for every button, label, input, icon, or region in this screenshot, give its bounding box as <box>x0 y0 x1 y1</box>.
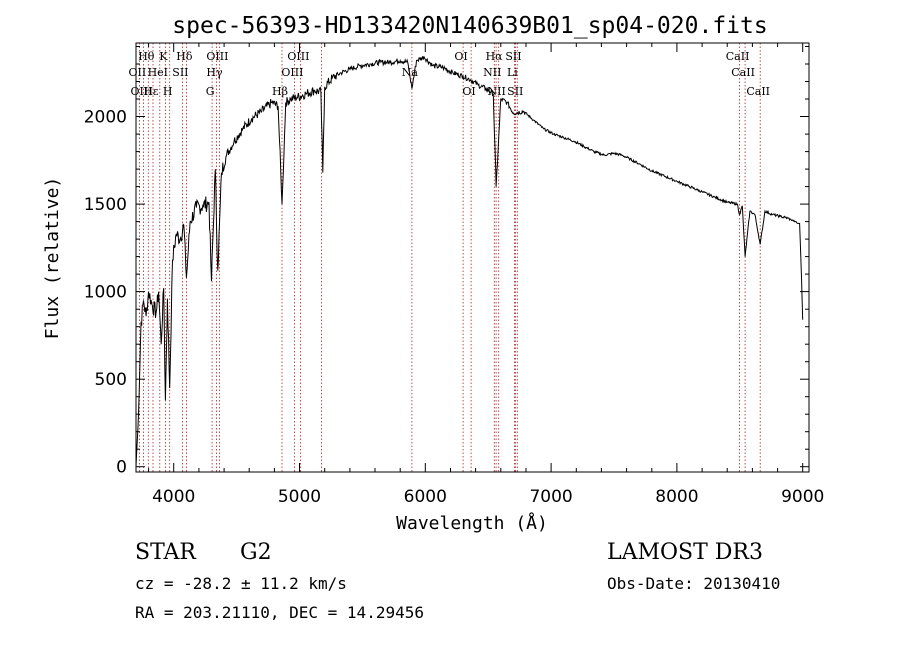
spectral-line-label: CaII <box>726 50 750 63</box>
x-axis-ticks: 4000 5000 6000 7000 8000 9000 <box>148 43 824 507</box>
spectral-line-label: NII <box>483 66 501 79</box>
spectral-line-label: CaII <box>746 85 770 98</box>
x-tick-label: 7000 <box>529 487 572 507</box>
survey-name: LAMOST DR3 <box>607 540 763 565</box>
ra-dec-coordinates: RA = 203.21110, DEC = 14.29456 <box>135 603 424 622</box>
spectral-line-label: OI <box>462 85 475 98</box>
spectral-line-label: NII <box>488 85 506 98</box>
x-tick-label: 8000 <box>655 487 698 507</box>
x-tick-label: 6000 <box>404 487 447 507</box>
spectral-line-label: Hθ <box>138 50 155 63</box>
spectral-line-markers <box>138 43 761 472</box>
y-tick-label: 2000 <box>84 108 127 128</box>
spectral-line-label: HeI <box>148 66 168 79</box>
observation-date: Obs-Date: 20130410 <box>607 574 781 593</box>
spectral-line-label: Hδ <box>176 50 193 63</box>
y-tick-label: 500 <box>95 370 127 390</box>
spectral-line-label: H <box>163 85 173 98</box>
spectral-line-label: SII <box>172 66 188 79</box>
y-tick-label: 0 <box>116 458 127 478</box>
spectral-line-label: Hε <box>143 85 159 98</box>
spectral-line-label: Li <box>507 66 518 79</box>
spectral-line-label: CaII <box>731 66 755 79</box>
y-tick-label: 1500 <box>84 195 127 215</box>
spectral-line-label: OIII <box>287 50 309 63</box>
spectral-line-label: OI <box>454 50 467 63</box>
spectral-line-label: Hβ <box>272 85 288 98</box>
spectral-line-label: Hα <box>486 50 504 63</box>
spectral-line-label: OIII <box>206 50 228 63</box>
object-subclass: G2 <box>240 540 272 565</box>
spectral-line-label: OII <box>129 66 147 79</box>
spectral-line-label: SII <box>505 50 521 63</box>
spectral-line-label: G <box>206 85 215 98</box>
redshift-cz: cz = -28.2 ± 11.2 km/s <box>135 574 347 593</box>
spectrum-line <box>135 55 804 467</box>
spectral-line-label: SII <box>507 85 523 98</box>
y-tick-label: 1000 <box>84 283 127 303</box>
spectral-line-label: K <box>159 50 168 63</box>
object-class: STAR <box>135 540 196 565</box>
x-axis-label: Wavelength (Å) <box>396 512 548 534</box>
x-tick-label: 4000 <box>152 487 195 507</box>
chart-title: spec-56393-HD133420N140639B01_sp04-020.f… <box>172 13 767 39</box>
x-tick-label: 9000 <box>781 487 824 507</box>
plot-frame <box>135 42 810 473</box>
x-tick-label: 5000 <box>278 487 321 507</box>
spectral-line-label: OIII <box>281 66 303 79</box>
spectral-line-label: Hγ <box>206 66 223 79</box>
y-axis-ticks: 0 500 1000 1500 2000 <box>84 46 809 478</box>
y-axis-label: Flux (relative) <box>42 177 63 340</box>
